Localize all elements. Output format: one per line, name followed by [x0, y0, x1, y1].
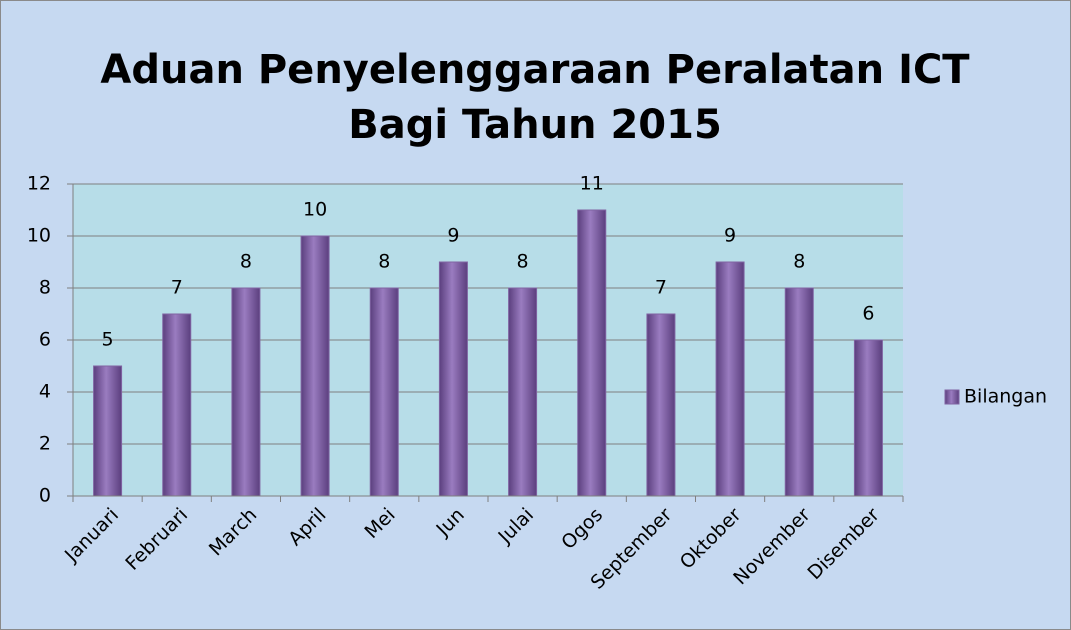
bar [784, 287, 814, 497]
bar [853, 339, 883, 497]
y-tick-label: 4 [39, 381, 51, 403]
bar [231, 287, 261, 497]
value-label: 11 [580, 173, 604, 195]
bar [508, 287, 538, 497]
value-label: 9 [447, 225, 459, 247]
value-label: 7 [171, 277, 183, 299]
y-tick-label: 8 [39, 277, 51, 299]
y-tick-label: 10 [27, 225, 51, 247]
bar [369, 287, 399, 497]
bar [162, 313, 192, 497]
value-label: 8 [378, 251, 390, 273]
bar [93, 365, 123, 497]
y-tick-label: 6 [39, 329, 51, 351]
value-label: 7 [655, 277, 667, 299]
value-label: 9 [724, 225, 736, 247]
chart-title: Aduan Penyelenggaraan Peralatan ICT [100, 47, 970, 93]
bar [646, 313, 676, 497]
value-label: 10 [303, 199, 327, 221]
y-tick-label: 12 [27, 173, 51, 195]
y-tick-label: 2 [39, 433, 51, 455]
legend-swatch [944, 389, 960, 405]
value-label: 6 [862, 303, 874, 325]
bar [438, 261, 468, 497]
chart-title: Bagi Tahun 2015 [348, 102, 722, 148]
value-label: 5 [102, 329, 114, 351]
value-label: 8 [240, 251, 252, 273]
bar [715, 261, 745, 497]
value-label: 8 [793, 251, 805, 273]
value-label: 8 [517, 251, 529, 273]
y-tick-label: 0 [39, 485, 51, 507]
bar [300, 235, 330, 497]
legend-label: Bilangan [964, 386, 1047, 408]
bar [577, 209, 607, 497]
